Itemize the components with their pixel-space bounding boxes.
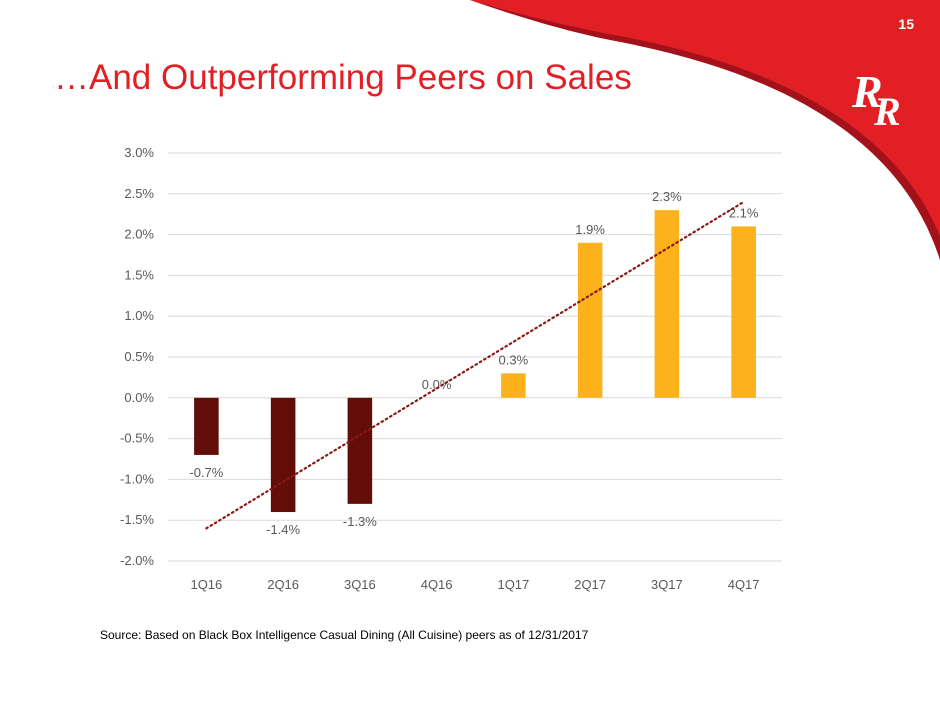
x-tick-label: 1Q17	[497, 577, 529, 592]
y-tick-label: 2.5%	[124, 186, 154, 201]
bar	[731, 226, 756, 398]
trendline-path	[205, 200, 745, 530]
y-tick-label: 1.0%	[124, 308, 154, 323]
y-tick-label: -1.5%	[120, 512, 154, 527]
x-tick-label: 4Q17	[728, 577, 760, 592]
data-label: 2.3%	[652, 189, 682, 204]
data-label: -0.7%	[189, 465, 223, 480]
data-label: 1.9%	[575, 222, 605, 237]
y-tick-label: 0.0%	[124, 390, 154, 405]
y-tick-label: 1.5%	[124, 267, 154, 282]
bar	[270, 397, 296, 513]
grid-lines	[168, 152, 782, 562]
x-tick-label: 3Q16	[344, 577, 376, 592]
bar	[194, 397, 219, 455]
x-tick-label: 2Q16	[267, 577, 299, 592]
y-tick-label: -1.0%	[120, 471, 154, 486]
data-label: 2.1%	[729, 205, 759, 220]
y-axis-ticks: 3.0% 2.5% 2.0% 1.5% 1.0% 0.5% 0.0% -0.5% -1.0% -1…	[120, 145, 154, 568]
x-axis-ticks: 1Q16 2Q16 3Q16 4Q16 1Q17 2Q17 3Q17 4Q17	[190, 577, 759, 592]
bars	[194, 210, 756, 513]
bar	[654, 210, 680, 398]
y-tick-label: 0.5%	[124, 349, 154, 364]
trendline	[205, 200, 745, 530]
bar	[501, 373, 526, 398]
x-tick-label: 4Q16	[421, 577, 453, 592]
page-title: …And Outperforming Peers on Sales	[54, 58, 632, 97]
x-tick-label: 2Q17	[574, 577, 606, 592]
data-label: 0.0%	[422, 377, 452, 392]
data-label: 0.3%	[499, 352, 529, 367]
y-tick-label: -2.0%	[120, 553, 154, 568]
data-label: -1.3%	[343, 514, 377, 529]
page-number: 15	[898, 16, 914, 32]
y-tick-label: 2.0%	[124, 227, 154, 242]
y-tick-label: 3.0%	[124, 145, 154, 160]
data-labels: -0.7% -1.4% -1.3% 0.0% 0.3% 1.9% 2.3% 2.1%	[189, 189, 758, 537]
bar	[347, 397, 373, 504]
y-tick-label: -0.5%	[120, 431, 154, 446]
x-tick-label: 3Q17	[651, 577, 683, 592]
x-tick-label: 1Q16	[190, 577, 222, 592]
data-label: -1.4%	[266, 522, 300, 537]
bar	[577, 242, 603, 398]
source-note: Source: Based on Black Box Intelligence …	[100, 628, 589, 642]
